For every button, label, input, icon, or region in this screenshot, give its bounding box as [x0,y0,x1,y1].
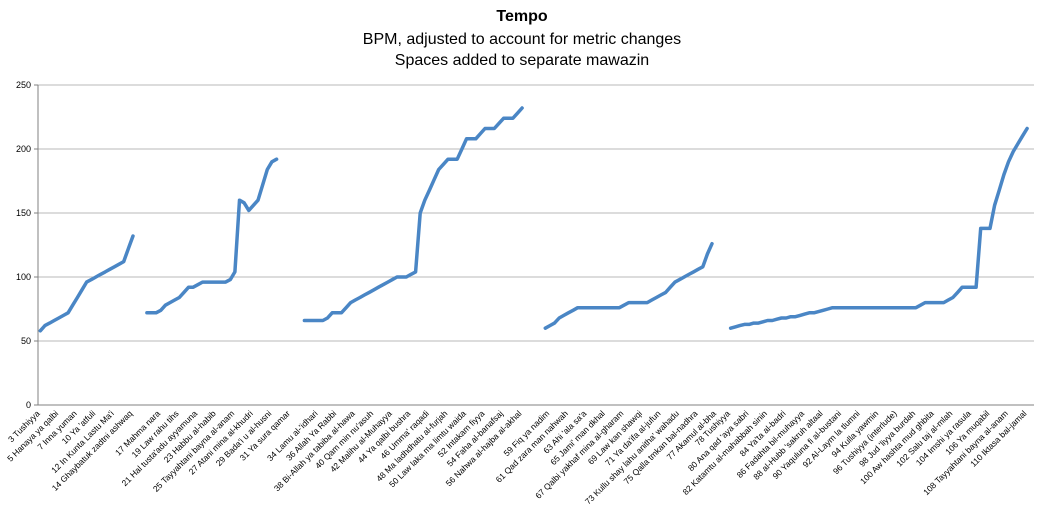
y-tick-label: 250 [16,80,31,90]
series-line-segment-4 [543,241,714,330]
chart-subtitle-line-1: BPM, adjusted to account for metric chan… [362,31,682,48]
y-tick-label: 50 [21,336,31,346]
y-tick-label: 200 [16,144,31,154]
y-tick-label: 150 [16,208,31,218]
y-axis: 0 50 100 150 200 250 [16,80,39,410]
series-line-segment-5 [728,126,1029,330]
series-lines [38,106,1029,333]
chart-title: Tempo [496,8,548,25]
y-tick-label: 100 [16,272,31,282]
series-line-segment-2 [145,157,279,315]
grid-lines [38,84,1034,342]
x-tick-label: 21 Hal tusta'adu ayyamuna [120,408,200,488]
y-tick-label: 0 [26,400,31,410]
chart-subtitle-line-2: Spaces added to separate mawazin [394,52,650,69]
series-line-segment-3 [302,106,524,323]
series-line-segment-1 [38,234,135,333]
